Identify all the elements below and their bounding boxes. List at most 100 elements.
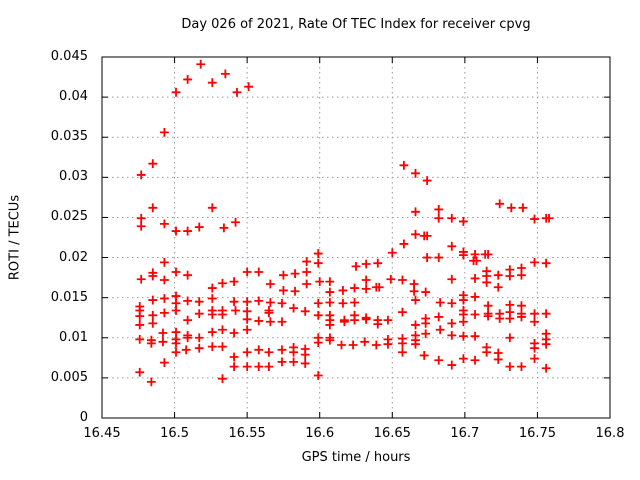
- data-point-marker: [350, 283, 359, 293]
- data-point-marker: [136, 221, 146, 231]
- data-point-marker: [517, 312, 526, 322]
- data-point-marker: [290, 269, 300, 278]
- data-point-marker: [325, 320, 335, 330]
- data-point-marker: [194, 309, 204, 319]
- x-tick-label: 16.75: [518, 426, 557, 441]
- data-point-marker: [136, 274, 146, 284]
- data-point-marker: [171, 87, 181, 97]
- x-tick-label: 16.65: [373, 426, 411, 441]
- data-point-marker: [399, 239, 409, 249]
- data-point-marker: [171, 267, 181, 277]
- data-point-marker: [483, 311, 493, 321]
- data-point-marker: [313, 338, 323, 347]
- data-point-marker: [277, 345, 287, 355]
- data-point-marker: [229, 352, 239, 362]
- data-point-marker: [289, 303, 298, 313]
- data-point-marker: [254, 316, 264, 326]
- data-point-marker: [411, 339, 420, 349]
- data-point-marker: [325, 277, 335, 287]
- x-axis-label: GPS time / hours: [301, 450, 411, 465]
- data-point-marker: [313, 371, 323, 380]
- data-point-marker: [218, 342, 227, 352]
- data-point-marker: [472, 256, 481, 266]
- data-point-marker: [482, 347, 492, 357]
- data-point-marker: [136, 213, 146, 223]
- data-point-marker: [160, 257, 169, 267]
- data-point-marker: [218, 374, 227, 384]
- data-point-marker: [148, 159, 158, 169]
- data-point-marker: [207, 78, 217, 88]
- data-point-marker: [351, 261, 361, 271]
- data-point-marker: [158, 328, 168, 338]
- data-point-marker: [290, 286, 300, 296]
- data-point-marker: [373, 319, 383, 329]
- data-point-marker: [530, 257, 539, 267]
- data-point-marker: [325, 287, 335, 297]
- y-tick-label: 0.03: [59, 169, 88, 185]
- data-point-marker: [518, 203, 528, 213]
- data-point-marker: [207, 327, 217, 337]
- data-point-marker: [530, 317, 539, 327]
- data-point-marker: [160, 308, 169, 318]
- data-point-marker: [254, 296, 264, 306]
- data-point-marker: [160, 128, 169, 137]
- data-point-marker: [530, 309, 539, 319]
- data-point-marker: [493, 355, 503, 364]
- data-point-marker: [459, 250, 468, 260]
- data-point-marker: [459, 217, 468, 226]
- data-point-marker: [302, 279, 312, 289]
- data-point-marker: [242, 362, 252, 372]
- y-tick-label: 0.005: [50, 369, 88, 385]
- data-point-marker: [229, 297, 239, 307]
- data-point-marker: [242, 267, 252, 277]
- data-point-marker: [232, 87, 242, 97]
- data-point-marker: [383, 339, 393, 349]
- data-point-marker: [194, 222, 204, 232]
- data-point-marker: [146, 338, 156, 348]
- data-point-marker: [325, 298, 335, 307]
- data-point-marker: [447, 213, 457, 223]
- data-point-marker: [544, 213, 554, 223]
- data-point-marker: [350, 315, 359, 325]
- data-point-marker: [242, 306, 252, 316]
- data-point-marker: [506, 203, 516, 213]
- data-point-marker: [386, 274, 396, 284]
- data-point-marker: [530, 214, 539, 224]
- data-point-marker: [459, 331, 468, 341]
- data-point-marker: [300, 359, 310, 368]
- data-point-marker: [447, 318, 457, 328]
- data-point-marker: [398, 307, 407, 317]
- data-point-marker: [220, 69, 230, 79]
- data-point-marker: [338, 286, 348, 295]
- data-point-marker: [207, 283, 217, 293]
- data-point-marker: [361, 284, 371, 294]
- data-point-marker: [194, 333, 204, 343]
- data-point-marker: [421, 287, 431, 297]
- data-point-marker: [136, 170, 146, 180]
- data-point-marker: [207, 342, 217, 352]
- x-tick-label: 16.6: [305, 426, 335, 441]
- x-tick-label: 16.5: [160, 426, 190, 441]
- y-tick-label: 0.035: [50, 129, 88, 145]
- data-point-marker: [505, 362, 515, 372]
- data-point-marker: [264, 308, 274, 318]
- data-point-marker: [218, 278, 227, 288]
- data-point-marker: [337, 340, 346, 350]
- data-point-marker: [160, 275, 169, 285]
- data-point-marker: [530, 343, 539, 353]
- data-point-marker: [411, 207, 420, 217]
- data-point-marker: [447, 241, 457, 251]
- data-point-marker: [183, 270, 193, 280]
- y-tick-label: 0.01: [59, 329, 88, 345]
- data-point-marker: [434, 312, 444, 322]
- data-point-marker: [302, 267, 312, 277]
- x-tick-label: 16.55: [228, 426, 266, 441]
- data-point-marker: [361, 314, 371, 324]
- data-point-marker: [254, 267, 264, 277]
- data-point-marker: [158, 337, 168, 347]
- data-point-marker: [530, 354, 539, 364]
- data-point-marker: [339, 317, 349, 327]
- data-point-marker: [160, 219, 169, 229]
